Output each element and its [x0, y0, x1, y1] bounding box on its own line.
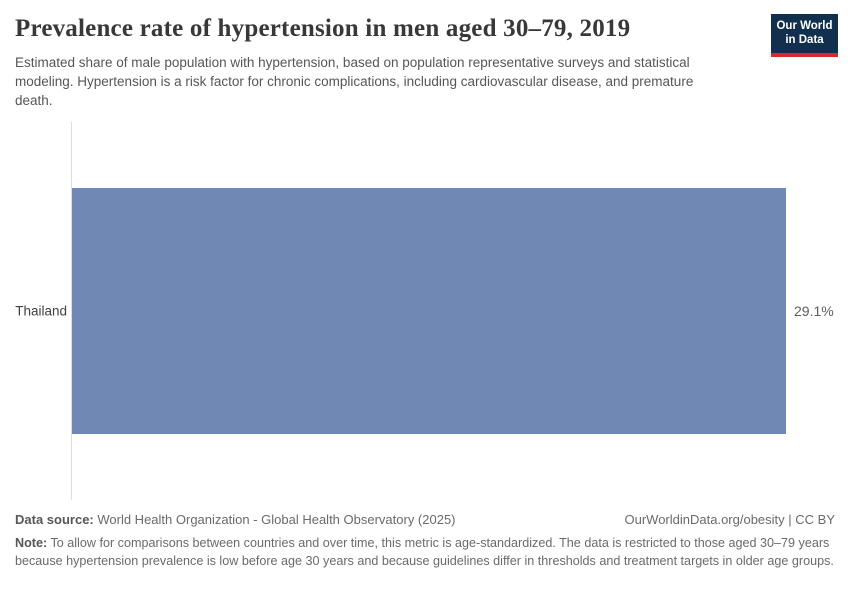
owid-logo-line2: in Data	[785, 34, 824, 47]
chart-subtitle: Estimated share of male population with …	[15, 55, 694, 109]
note-text: To allow for comparisons between countri…	[15, 536, 834, 568]
entity-label-thailand: Thailand	[15, 303, 67, 319]
owid-logo: Our World in Data	[771, 14, 838, 57]
footer-source-row: Data source: World Health Organization -…	[15, 512, 835, 527]
title-block: Prevalence rate of hypertension in men a…	[15, 14, 730, 110]
license-text: OurWorldinData.org/obesity | CC BY	[624, 512, 836, 527]
bar-chart: Thailand 29.1%	[0, 110, 850, 500]
chart-title: Prevalence rate of hypertension in men a…	[15, 15, 631, 42]
data-source-text: World Health Organization - Global Healt…	[93, 512, 456, 527]
chart-header: Prevalence rate of hypertension in men a…	[15, 14, 838, 110]
value-label-thailand: 29.1%	[794, 303, 834, 319]
owid-logo-line1: Our World	[776, 20, 833, 32]
chart-footer: Data source: World Health Organization -…	[15, 512, 835, 571]
data-source-label: Data source:	[15, 512, 94, 527]
bar-thailand	[72, 188, 786, 434]
data-source: Data source: World Health Organization -…	[15, 512, 456, 527]
footer-note: Note: To allow for comparisons between c…	[15, 535, 835, 571]
note-label: Note:	[15, 536, 48, 550]
y-axis-line	[71, 122, 72, 500]
